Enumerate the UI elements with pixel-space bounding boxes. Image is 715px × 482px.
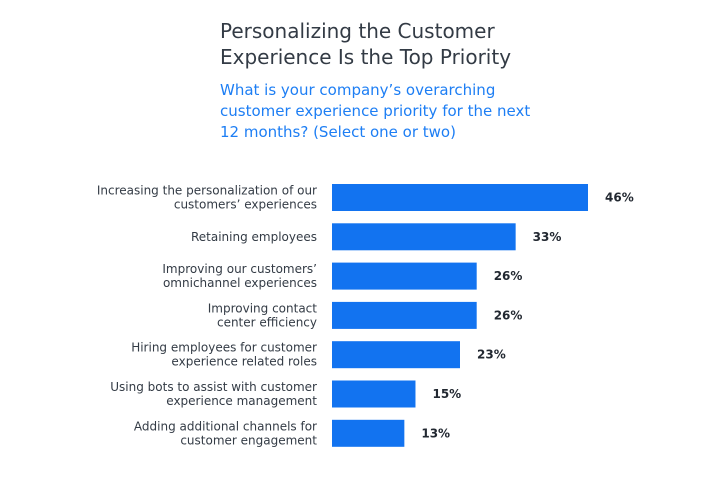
category-label-line: center efficiency — [217, 315, 317, 329]
bar — [332, 380, 416, 408]
category-label: Increasing the personalization of our cus… — [97, 184, 317, 212]
category-label: Adding additional channels for customer e… — [134, 419, 317, 447]
category-label-line: experience related roles — [171, 355, 317, 369]
category-label-line: Hiring employees for customer — [131, 341, 317, 355]
bar — [332, 223, 516, 251]
bar — [332, 419, 405, 447]
category-label: Using bots to assist with customer experi… — [110, 380, 317, 408]
category-label-line: Improving contact — [208, 301, 318, 315]
category-label-line: Retaining employees — [191, 230, 317, 244]
chart-subtitle-line: 12 months? (Select one or two) — [220, 123, 456, 141]
category-label: Improving our customers’ omnichannel expe… — [162, 262, 317, 290]
chart-title-line: Personalizing the Customer — [220, 19, 495, 43]
chart-subtitle-line: customer experience priority for the nex… — [220, 102, 531, 120]
bar-value-label: 26% — [494, 269, 523, 283]
category-label: Retaining employees — [191, 230, 317, 244]
bar-value-label: 33% — [533, 230, 562, 244]
category-label-line: experience management — [166, 394, 317, 408]
category-label-line: customer engagement — [180, 433, 317, 447]
bar-value-label: 26% — [494, 308, 523, 322]
bar — [332, 184, 588, 211]
chart-subtitle-line: What is your company’s overarching — [220, 81, 496, 99]
chart-title: Personalizing the Customer Experience Is… — [220, 18, 680, 70]
bar-value-label: 13% — [421, 426, 450, 440]
bar-value-label: 23% — [477, 348, 506, 362]
category-label: Hiring employees for customer experience … — [131, 341, 317, 369]
bar-value-label: 15% — [432, 387, 461, 401]
category-label-line: Increasing the personalization of our — [97, 184, 317, 198]
category-label-line: customers’ experiences — [174, 198, 317, 212]
category-label-line: Adding additional channels for — [134, 419, 317, 433]
category-label-line: Improving our customers’ — [162, 262, 317, 276]
bar-value-label: 46% — [605, 191, 634, 205]
bar — [332, 341, 460, 369]
chart-title-line: Experience Is the Top Priority — [220, 45, 512, 69]
category-label-line: Using bots to assist with customer — [110, 380, 317, 394]
category-label-line: omnichannel experiences — [163, 276, 317, 290]
category-label: Improving contact center efficiency — [208, 301, 318, 329]
chart-subtitle: What is your company’s overarching custo… — [220, 80, 680, 143]
bar — [332, 301, 477, 329]
bar — [332, 262, 477, 290]
